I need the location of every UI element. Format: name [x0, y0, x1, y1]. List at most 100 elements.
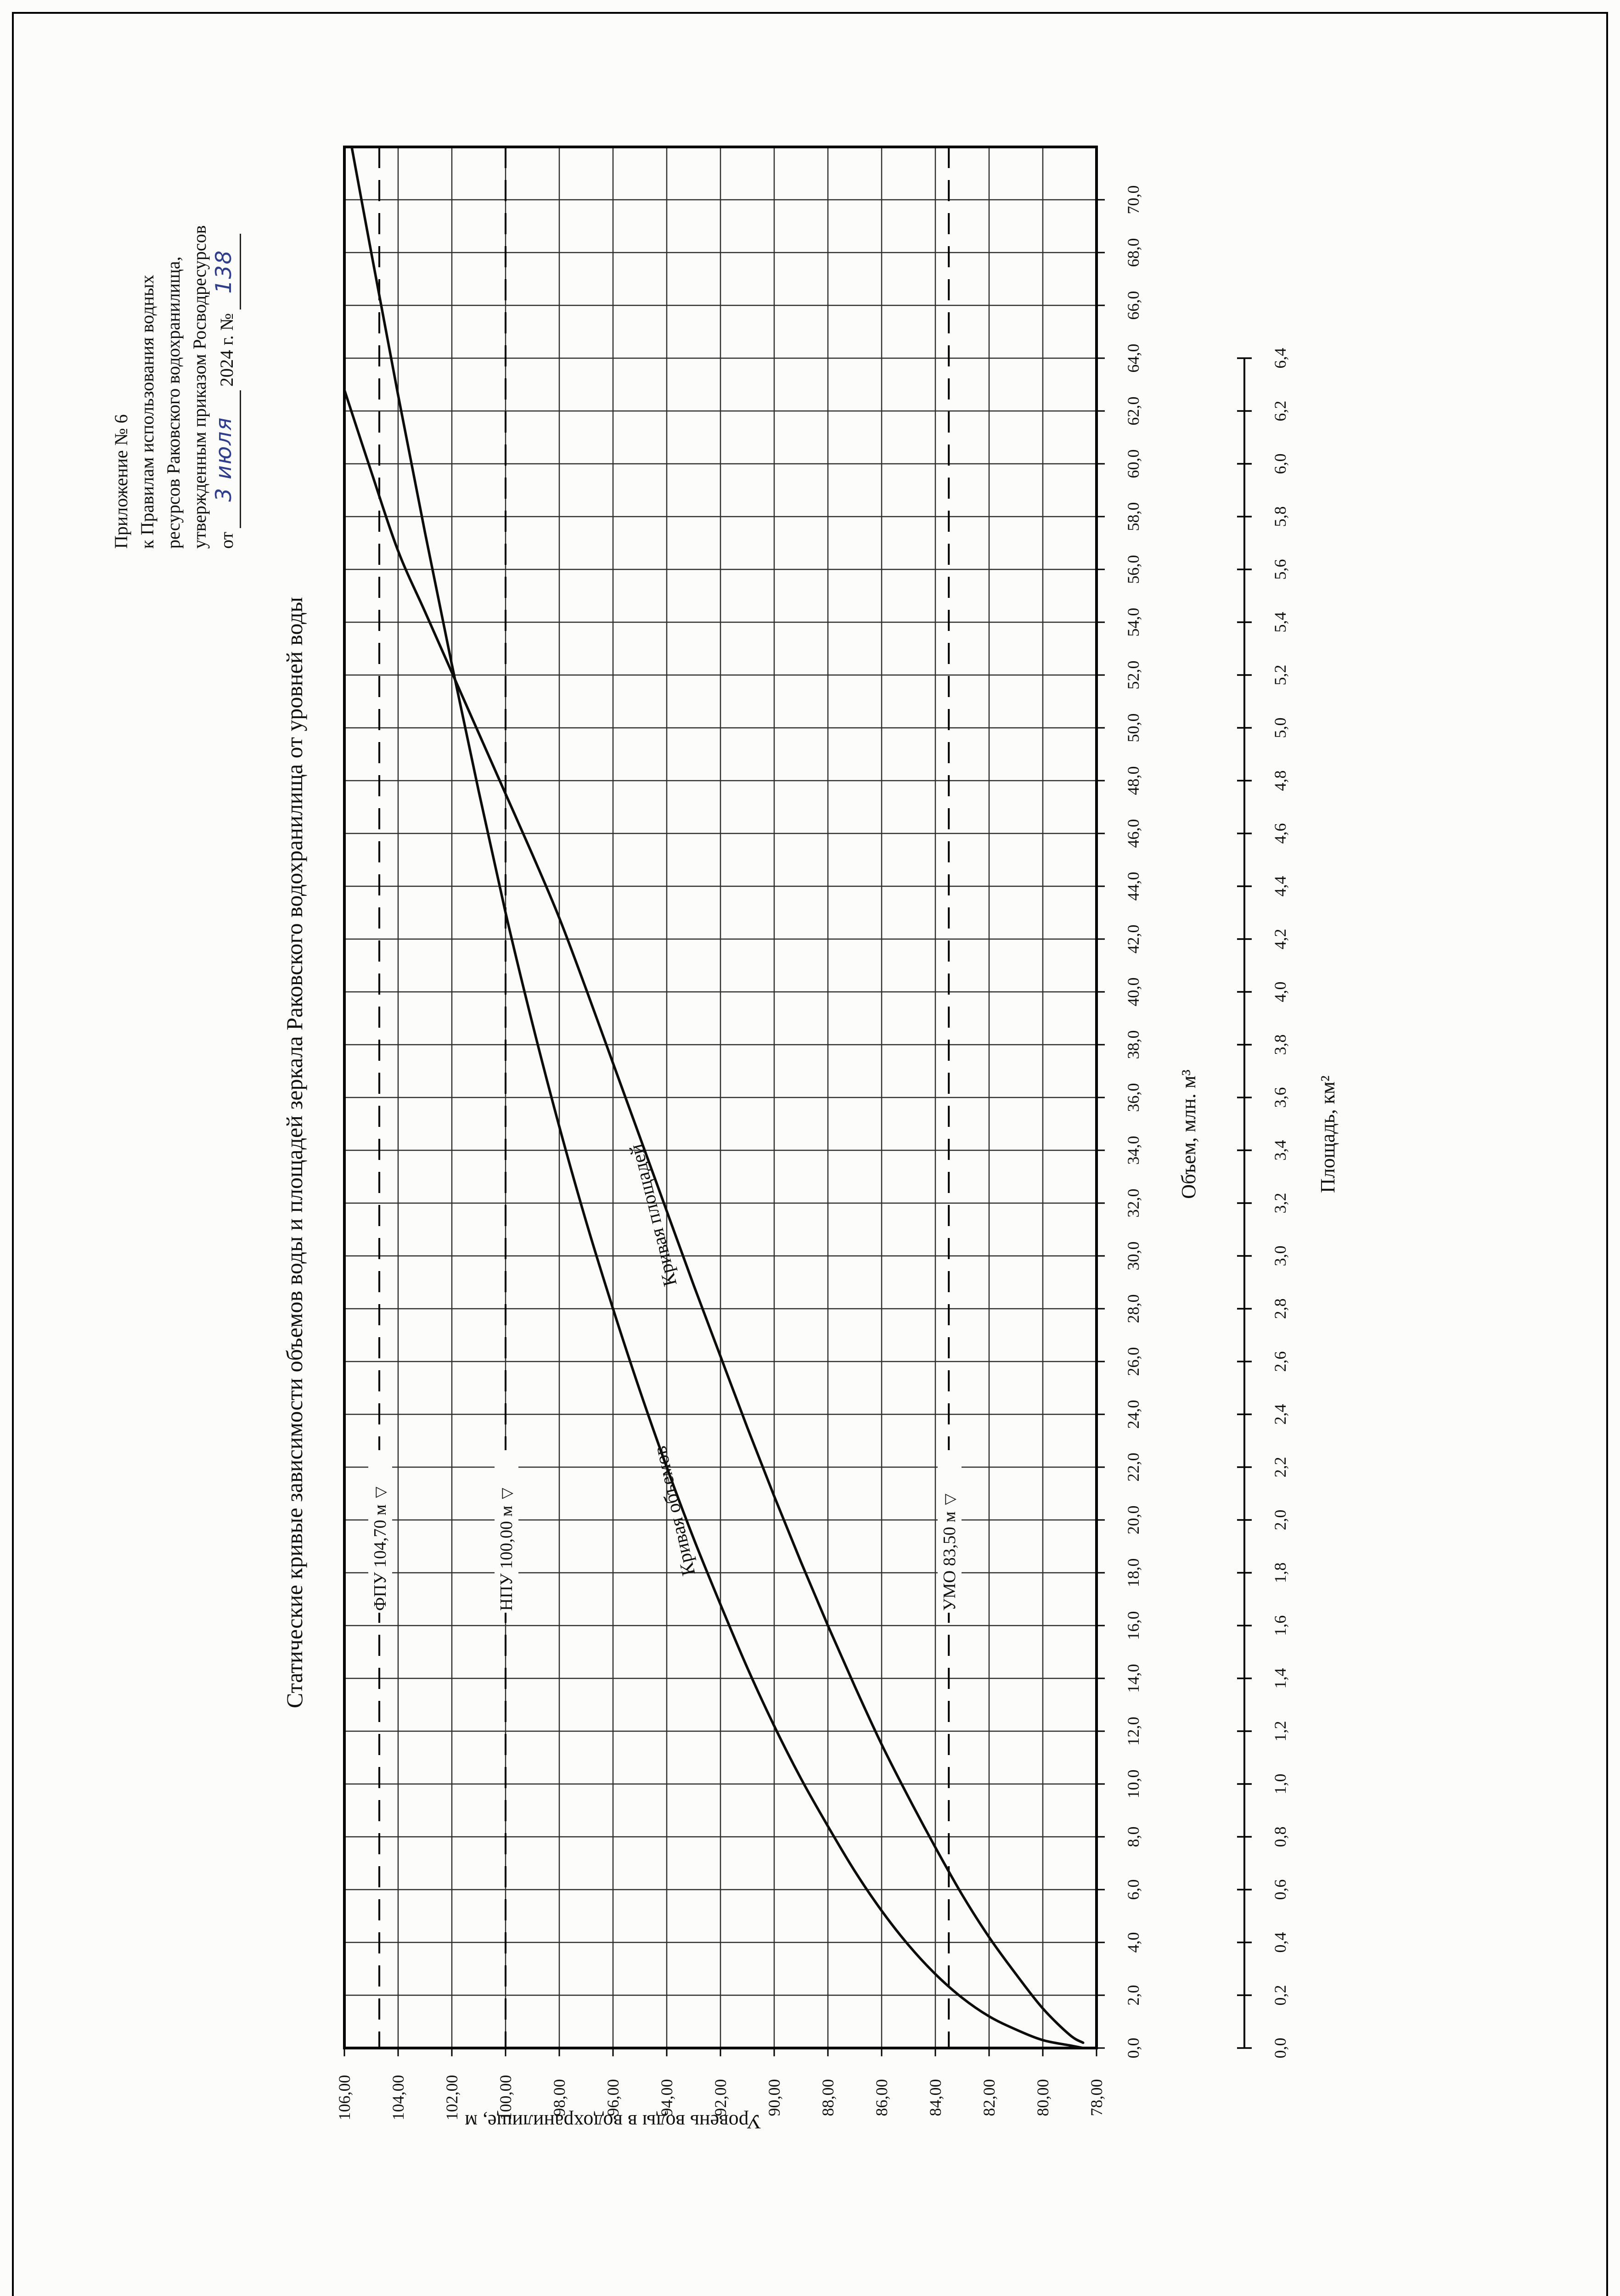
tick-label-area: 1,4	[1271, 1668, 1289, 1689]
handwritten-date-blank: 3 июля	[211, 390, 241, 529]
tick-label-level: 98,00	[550, 2079, 568, 2116]
marker-text-fpu: ФПУ 104,70 м	[371, 1504, 390, 1611]
tick-label-area: 0,0	[1271, 2038, 1289, 2059]
marker-label-umo: УМО 83,50 м ▽	[938, 1450, 962, 1613]
tick-label-level: 78,00	[1087, 2079, 1106, 2116]
water-level-symbol-icon: ▽	[941, 1493, 958, 1505]
tick-label-level: 82,00	[980, 2079, 998, 2116]
chart-title: Статические кривые зависимости объемов в…	[281, 597, 307, 1708]
tick-label-volume: 12,0	[1124, 1717, 1142, 1746]
area-axis-title: Площадь, км²	[1316, 1075, 1339, 1193]
date-suffix: 2024 г. №	[216, 313, 237, 387]
tick-label-area: 4,8	[1271, 771, 1289, 791]
marker-text-umo: УМО 83,50 м	[940, 1511, 959, 1611]
volume-curve	[350, 147, 1085, 2048]
tick-label-area: 4,4	[1271, 876, 1289, 897]
tick-label-volume: 6,0	[1124, 1880, 1142, 1900]
tick-label-area: 3,4	[1271, 1140, 1289, 1161]
handwritten-order-number: 138	[211, 249, 236, 294]
tick-label-volume: 64,0	[1124, 344, 1142, 373]
tick-label-volume: 26,0	[1124, 1347, 1142, 1376]
tick-label-volume: 28,0	[1124, 1294, 1142, 1323]
tick-label-level: 88,00	[819, 2079, 837, 2116]
tick-label-area: 3,2	[1271, 1193, 1289, 1214]
tick-label-volume: 0,0	[1124, 2038, 1142, 2059]
marker-label-npu: НПУ 100,00 м ▽	[495, 1450, 518, 1613]
tick-label-volume: 22,0	[1124, 1453, 1142, 1482]
tick-label-volume: 14,0	[1124, 1664, 1142, 1693]
tick-label-level: 104,00	[389, 2075, 407, 2121]
scan-border-frame	[12, 12, 1608, 2296]
volume-axis-title: Объем, млн. м³	[1177, 1069, 1200, 1199]
tick-label-level: 100,00	[496, 2075, 515, 2121]
tick-label-area: 5,4	[1271, 612, 1289, 633]
tick-label-volume: 8,0	[1124, 1827, 1142, 1847]
tick-label-area: 0,2	[1271, 1985, 1289, 2006]
tick-label-volume: 66,0	[1124, 291, 1142, 320]
tick-label-volume: 2,0	[1124, 1985, 1142, 2006]
tick-label-area: 5,6	[1271, 559, 1289, 580]
tick-label-area: 4,2	[1271, 929, 1289, 950]
tick-label-volume: 62,0	[1124, 397, 1142, 426]
tick-label-level: 90,00	[765, 2079, 783, 2116]
tick-label-area: 2,4	[1271, 1404, 1289, 1425]
tick-label-volume: 70,0	[1124, 186, 1142, 214]
tick-label-volume: 18,0	[1124, 1559, 1142, 1587]
tick-label-level: 102,00	[443, 2075, 461, 2121]
tick-label-volume: 44,0	[1124, 872, 1142, 901]
date-prefix: от	[216, 532, 237, 549]
tick-label-area: 2,6	[1271, 1351, 1289, 1372]
tick-label-volume: 54,0	[1124, 608, 1142, 637]
tick-label-volume: 32,0	[1124, 1189, 1142, 1218]
tick-label-area: 3,6	[1271, 1087, 1289, 1108]
tick-label-volume: 36,0	[1124, 1083, 1142, 1112]
tick-label-area: 2,2	[1271, 1457, 1289, 1478]
tick-label-area: 1,0	[1271, 1774, 1289, 1795]
tick-label-level: 86,00	[872, 2079, 891, 2116]
tick-label-volume: 60,0	[1124, 450, 1142, 478]
water-level-symbol-icon: ▽	[498, 1488, 515, 1499]
handwritten-date: 3 июля	[211, 416, 236, 502]
tick-label-level: 84,00	[926, 2079, 945, 2116]
tick-label-level: 92,00	[711, 2079, 730, 2116]
appendix-header: Приложение № 6 к Правилам использования …	[108, 87, 250, 549]
tick-label-area: 5,2	[1271, 665, 1289, 686]
tick-label-volume: 20,0	[1124, 1506, 1142, 1535]
tick-label-volume: 52,0	[1124, 661, 1142, 690]
marker-label-fpu: ФПУ 104,70 м ▽	[368, 1450, 392, 1613]
header-line-3: ресурсов Раковского водохранилища,	[163, 256, 184, 549]
tick-label-level: 80,00	[1034, 2079, 1052, 2116]
tick-label-volume: 40,0	[1124, 978, 1142, 1007]
tick-label-area: 3,8	[1271, 1035, 1289, 1055]
tick-label-volume: 50,0	[1124, 714, 1142, 743]
tick-label-area: 1,6	[1271, 1615, 1289, 1636]
tick-label-area: 6,2	[1271, 401, 1289, 422]
tick-label-volume: 24,0	[1124, 1400, 1142, 1429]
tick-label-area: 0,6	[1271, 1880, 1289, 1900]
tick-label-level: 106,00	[335, 2075, 354, 2121]
marker-text-npu: НПУ 100,00 м	[497, 1505, 516, 1611]
header-line-4: утвержденным приказом Росводресурсов	[189, 225, 210, 549]
header-line-1: Приложение № 6	[111, 414, 131, 549]
tick-label-volume: 4,0	[1124, 1932, 1142, 1953]
tick-label-area: 1,8	[1271, 1563, 1289, 1583]
tick-label-volume: 16,0	[1124, 1611, 1142, 1640]
tick-label-volume: 30,0	[1124, 1242, 1142, 1271]
tick-label-area: 6,4	[1271, 348, 1289, 369]
header-line-2: к Правилам использования водных	[137, 275, 158, 549]
tick-label-area: 4,6	[1271, 823, 1289, 844]
tick-label-area: 1,2	[1271, 1721, 1289, 1742]
tick-label-area: 0,4	[1271, 1932, 1289, 1953]
tick-label-area: 0,8	[1271, 1827, 1289, 1847]
tick-label-volume: 56,0	[1124, 555, 1142, 584]
tick-label-area: 2,0	[1271, 1510, 1289, 1531]
tick-label-area: 6,0	[1271, 454, 1289, 474]
tick-label-volume: 48,0	[1124, 766, 1142, 795]
tick-label-volume: 10,0	[1124, 1770, 1142, 1799]
tick-label-volume: 42,0	[1124, 925, 1142, 954]
tick-label-level: 96,00	[604, 2079, 622, 2116]
tick-label-area: 2,8	[1271, 1299, 1289, 1319]
area-curve	[344, 388, 1085, 2044]
